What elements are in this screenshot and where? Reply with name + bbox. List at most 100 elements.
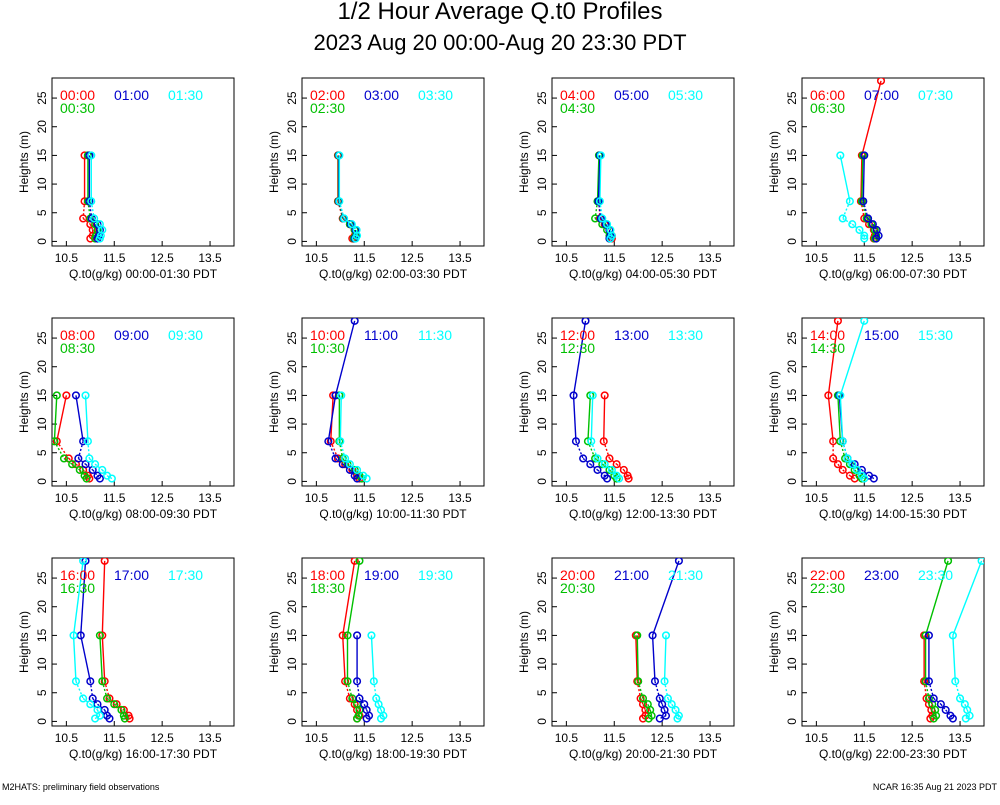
x-tick-label: 13.5 xyxy=(698,731,722,745)
y-tick-label: 15 xyxy=(35,148,49,162)
y-tick-label: 5 xyxy=(535,689,549,696)
y-axis-label: Heights (m) xyxy=(517,131,531,193)
series-line-segment xyxy=(74,635,76,681)
x-tick-label: 10.5 xyxy=(555,491,579,505)
y-tick-label: 25 xyxy=(285,331,299,345)
legend-label: 15:00 xyxy=(864,327,899,343)
legend-label: 19:00 xyxy=(364,567,399,583)
y-tick-label: 0 xyxy=(35,478,49,485)
series-line-segment xyxy=(57,395,67,441)
y-tick-label: 15 xyxy=(785,148,799,162)
legend-label: 05:30 xyxy=(668,87,703,103)
series-line-segment xyxy=(665,635,666,681)
series-line-segment xyxy=(81,635,91,681)
y-axis-label: Heights (m) xyxy=(267,371,281,433)
legend-label: 11:30 xyxy=(418,327,452,343)
y-tick-label: 10 xyxy=(535,177,549,191)
y-tick-label: 15 xyxy=(285,628,299,642)
y-tick-label: 0 xyxy=(535,478,549,485)
x-tick-label: 10.5 xyxy=(305,731,329,745)
y-tick-label: 25 xyxy=(785,331,799,345)
x-tick-label: 12.5 xyxy=(400,251,424,265)
series-line-segment xyxy=(371,635,373,681)
legend-label: 16:30 xyxy=(60,580,95,596)
y-axis-label: Heights (m) xyxy=(767,611,781,673)
series-line-segment xyxy=(328,395,335,441)
y-tick-label: 10 xyxy=(785,177,799,191)
series-line-segment xyxy=(574,395,576,441)
x-axis-label: Q.t0(g/kg) 18:00-19:30 PDT xyxy=(319,747,468,761)
y-tick-label: 5 xyxy=(785,689,799,696)
x-tick-label: 12.5 xyxy=(150,731,174,745)
y-tick-label: 10 xyxy=(285,657,299,671)
x-tick-label: 10.5 xyxy=(555,251,579,265)
legend-label: 23:00 xyxy=(864,567,899,583)
legend-label: 11:00 xyxy=(364,327,398,343)
legend-label: 04:30 xyxy=(560,100,595,116)
y-tick-label: 0 xyxy=(35,718,49,725)
x-tick-label: 13.5 xyxy=(448,731,472,745)
series-line-segment xyxy=(600,155,601,201)
series-line-segment xyxy=(953,635,955,681)
legend-label: 07:30 xyxy=(918,87,953,103)
series-line-segment xyxy=(840,155,850,201)
footer-project-note: M2HATS: preliminary field observations xyxy=(2,782,159,792)
legend-label: 13:00 xyxy=(614,327,649,343)
x-tick-label: 12.5 xyxy=(150,251,174,265)
y-axis-label: Heights (m) xyxy=(17,371,31,433)
legend-label: 13:30 xyxy=(668,327,703,343)
series-line-segment xyxy=(828,395,833,441)
y-tick-label: 0 xyxy=(785,238,799,245)
y-tick-label: 10 xyxy=(785,417,799,431)
y-tick-label: 15 xyxy=(785,628,799,642)
y-axis-label: Heights (m) xyxy=(767,371,781,433)
x-axis-label: Q.t0(g/kg) 00:00-01:30 PDT xyxy=(69,267,218,281)
y-tick-label: 15 xyxy=(535,388,549,402)
x-tick-label: 12.5 xyxy=(650,491,674,505)
x-axis-label: Q.t0(g/kg) 08:00-09:30 PDT xyxy=(69,507,218,521)
x-tick-label: 10.5 xyxy=(805,251,829,265)
legend-label: 08:30 xyxy=(60,340,95,356)
x-tick-label: 13.5 xyxy=(698,251,722,265)
x-axis-label: Q.t0(g/kg) 16:00-17:30 PDT xyxy=(69,747,218,761)
y-axis-label: Heights (m) xyxy=(17,131,31,193)
y-tick-label: 15 xyxy=(285,148,299,162)
y-tick-label: 5 xyxy=(535,449,549,456)
y-tick-label: 25 xyxy=(535,571,549,585)
series-line-segment xyxy=(588,395,590,441)
series-line-segment xyxy=(604,395,605,441)
x-tick-label: 11.5 xyxy=(853,491,876,505)
y-axis-label: Heights (m) xyxy=(767,131,781,193)
legend-label: 17:30 xyxy=(168,567,203,583)
x-tick-label: 12.5 xyxy=(900,731,924,745)
y-tick-label: 0 xyxy=(285,718,299,725)
y-tick-label: 10 xyxy=(35,417,49,431)
series-group xyxy=(335,152,361,242)
series-line-segment xyxy=(100,635,102,681)
series-group xyxy=(80,152,106,242)
legend-label: 10:30 xyxy=(310,340,345,356)
y-tick-label: 20 xyxy=(535,360,549,374)
x-axis-label: Q.t0(g/kg) 04:00-05:30 PDT xyxy=(569,267,718,281)
y-tick-label: 10 xyxy=(35,657,49,671)
series-line-segment xyxy=(54,395,56,441)
series-line-segment xyxy=(76,395,83,441)
x-tick-label: 10.5 xyxy=(805,491,829,505)
legend-label: 22:30 xyxy=(810,580,845,596)
legend-label: 21:00 xyxy=(614,567,649,583)
y-axis-label: Heights (m) xyxy=(17,611,31,673)
y-tick-label: 20 xyxy=(535,600,549,614)
y-tick-label: 20 xyxy=(285,360,299,374)
y-tick-label: 0 xyxy=(285,478,299,485)
x-tick-label: 10.5 xyxy=(305,251,329,265)
y-tick-label: 10 xyxy=(785,657,799,671)
y-tick-label: 15 xyxy=(785,388,799,402)
x-tick-label: 12.5 xyxy=(650,731,674,745)
y-tick-label: 0 xyxy=(535,238,549,245)
